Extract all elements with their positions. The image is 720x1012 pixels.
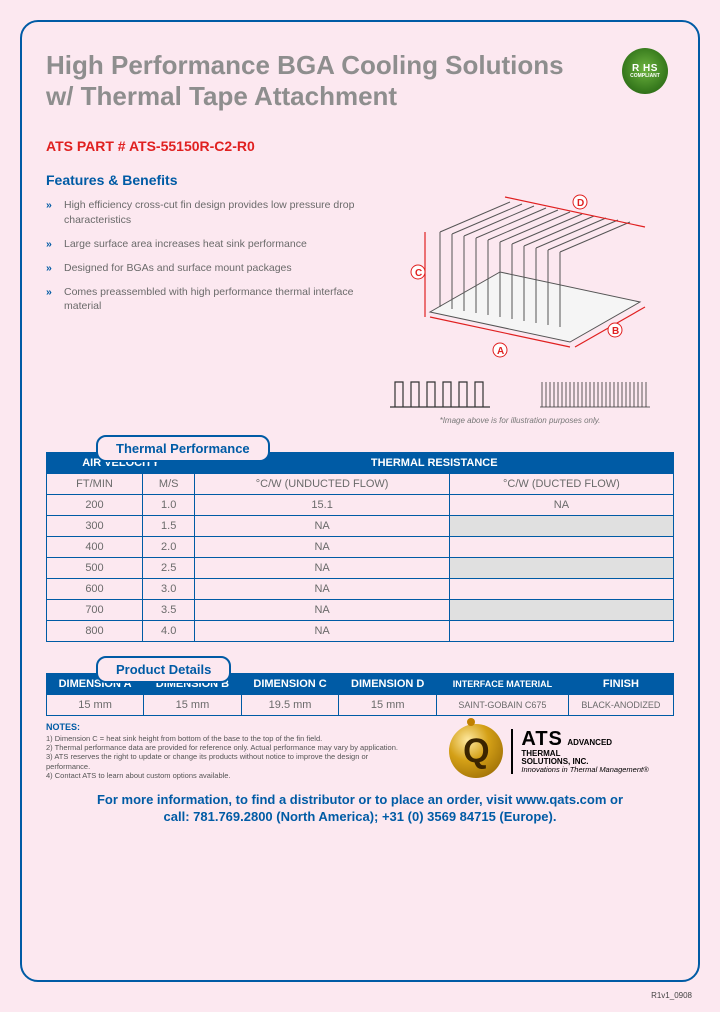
rohs-line2: COMPLIANT — [630, 74, 660, 79]
table-cell: 300 — [47, 516, 143, 537]
logo-adv: ADVANCED — [567, 738, 612, 747]
thermal-performance-tab: Thermal Performance — [96, 435, 270, 462]
note-item: 3) ATS reserves the right to update or c… — [46, 752, 406, 771]
th-ducted: °C/W (DUCTED FLOW) — [449, 474, 673, 495]
profile-diagrams — [380, 372, 660, 412]
diagram-caption: *Image above is for illustration purpose… — [440, 416, 601, 425]
th-ftmin: FT/MIN — [47, 474, 143, 495]
pd-cell: BLACK-ANODIZED — [568, 695, 673, 716]
pd-cell: 15 mm — [47, 695, 144, 716]
table-cell: NA — [449, 495, 673, 516]
q-logo-icon: Q — [449, 724, 503, 778]
table-row: 7003.5NA — [47, 600, 674, 621]
table-cell: 1.5 — [142, 516, 194, 537]
pd-cell: SAINT-GOBAIN C675 — [437, 695, 569, 716]
thermal-performance-table: AIR VELOCITY THERMAL RESISTANCE FT/MIN M… — [46, 452, 674, 642]
pd-header: DIMENSION C — [241, 674, 339, 695]
notes-heading: NOTES: — [46, 722, 406, 733]
table-cell: 600 — [47, 579, 143, 600]
note-item: 1) Dimension C = heat sink height from b… — [46, 734, 406, 743]
table-row: 4002.0NA — [47, 537, 674, 558]
table-cell: NA — [195, 621, 449, 642]
table-row: 2001.015.1NA — [47, 495, 674, 516]
cta-line2: call: 781.769.2800 (North America); +31 … — [46, 808, 674, 826]
bullet-icon: » — [46, 285, 64, 313]
table-cell: 700 — [47, 600, 143, 621]
th-unducted: °C/W (UNDUCTED FLOW) — [195, 474, 449, 495]
table-cell: 3.0 — [142, 579, 194, 600]
notes-logo-row: NOTES: 1) Dimension C = heat sink height… — [46, 722, 674, 780]
diagram-column: C A B D *Image above is for illustration… — [366, 172, 674, 425]
table-cell: NA — [195, 537, 449, 558]
table-cell: 800 — [47, 621, 143, 642]
note-item: 4) Contact ATS to learn about custom opt… — [46, 771, 406, 780]
feature-item: »Designed for BGAs and surface mount pac… — [46, 261, 356, 275]
pd-cell: 15 mm — [339, 695, 437, 716]
revision-code: R1v1_0908 — [651, 991, 692, 1000]
pd-header: INTERFACE MATERIAL — [437, 674, 569, 695]
dim-c-label: C — [415, 268, 422, 279]
logo-tagline: Innovations in Thermal Management® — [521, 766, 648, 774]
feature-item: »Large surface area increases heat sink … — [46, 237, 356, 251]
bullet-icon: » — [46, 237, 64, 251]
company-logo: Q ATS ADVANCED THERMAL SOLUTIONS, INC. I… — [449, 724, 648, 778]
dim-d-label: D — [577, 198, 584, 209]
table-cell — [449, 579, 673, 600]
table-cell: NA — [195, 516, 449, 537]
logo-column: Q ATS ADVANCED THERMAL SOLUTIONS, INC. I… — [424, 722, 674, 780]
heatsink-diagram: C A B D — [370, 172, 670, 372]
feature-text: Designed for BGAs and surface mount pack… — [64, 261, 292, 275]
note-item: 2) Thermal performance data are provided… — [46, 743, 406, 752]
features-column: Features & Benefits »High efficiency cro… — [46, 172, 356, 425]
table-cell — [449, 621, 673, 642]
table-cell: 1.0 — [142, 495, 194, 516]
table-row: 8004.0NA — [47, 621, 674, 642]
rohs-badge: R HS COMPLIANT — [622, 48, 668, 94]
features-heading: Features & Benefits — [46, 172, 356, 188]
bullet-icon: » — [46, 261, 64, 275]
dim-a-label: A — [497, 346, 504, 357]
th-ms: M/S — [142, 474, 194, 495]
pd-cell: 15 mm — [144, 695, 242, 716]
table-cell: 200 — [47, 495, 143, 516]
table-row: 5002.5NA — [47, 558, 674, 579]
notes-column: NOTES: 1) Dimension C = heat sink height… — [46, 722, 406, 780]
table-cell: 4.0 — [142, 621, 194, 642]
bullet-icon: » — [46, 198, 64, 226]
table-cell: 15.1 — [195, 495, 449, 516]
page-title: High Performance BGA Cooling Solutions w… — [46, 50, 566, 112]
logo-ats: ATS — [521, 728, 563, 750]
table-cell — [449, 516, 673, 537]
table-cell: 3.5 — [142, 600, 194, 621]
feature-text: Large surface area increases heat sink p… — [64, 237, 307, 251]
page-frame: R HS COMPLIANT High Performance BGA Cool… — [20, 20, 700, 982]
logo-text: ATS ADVANCED THERMAL SOLUTIONS, INC. Inn… — [511, 729, 648, 775]
pd-header: DIMENSION D — [339, 674, 437, 695]
cta-line1: For more information, to find a distribu… — [46, 791, 674, 809]
dim-b-label: B — [612, 326, 619, 337]
table-cell: NA — [195, 558, 449, 579]
pd-cell: 19.5 mm — [241, 695, 339, 716]
table-cell: NA — [195, 600, 449, 621]
feature-text: Comes preassembled with high performance… — [64, 285, 356, 313]
feature-item: »Comes preassembled with high performanc… — [46, 285, 356, 313]
table-cell — [449, 600, 673, 621]
table-cell — [449, 537, 673, 558]
features-diagram-row: Features & Benefits »High efficiency cro… — [46, 172, 674, 425]
table-row: 3001.5NA — [47, 516, 674, 537]
table-cell: NA — [195, 579, 449, 600]
pd-header: FINISH — [568, 674, 673, 695]
footer-cta: For more information, to find a distribu… — [46, 791, 674, 826]
table-cell: 2.5 — [142, 558, 194, 579]
table-cell: 2.0 — [142, 537, 194, 558]
table-cell: 500 — [47, 558, 143, 579]
table-cell — [449, 558, 673, 579]
feature-text: High efficiency cross-cut fin design pro… — [64, 198, 356, 226]
product-details-tab: Product Details — [96, 656, 231, 683]
table-row: 6003.0NA — [47, 579, 674, 600]
table-cell: 400 — [47, 537, 143, 558]
feature-item: »High efficiency cross-cut fin design pr… — [46, 198, 356, 226]
rohs-line1: R HS — [632, 64, 658, 74]
part-number: ATS PART # ATS-55150R-C2-R0 — [46, 138, 674, 154]
